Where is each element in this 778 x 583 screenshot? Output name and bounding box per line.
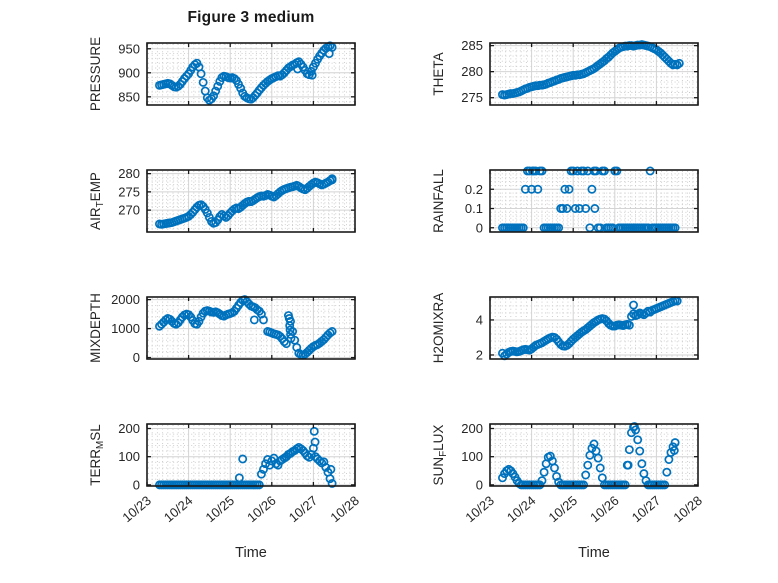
sun_flux-xtick-label: 10/24 [504, 493, 539, 525]
pressure-ytick-label: 850 [118, 89, 140, 104]
subplot-terr-msl [147, 424, 355, 486]
terr_msl-xtick-label: 10/26 [244, 493, 279, 525]
h2omixra-ytick-label: 4 [476, 312, 483, 327]
air_temp-ytick-label: 270 [118, 203, 140, 218]
subplot-pressure [147, 43, 355, 105]
pressure-ytick-label: 950 [118, 41, 140, 56]
sun_flux-ytick-label: 100 [461, 449, 483, 464]
terr_msl-ytick-label: 200 [118, 421, 140, 436]
terr_msl-ylabel: TERRMSL [88, 424, 106, 486]
subplot-air-temp [147, 170, 355, 232]
terr_msl-ytick-label: 100 [118, 449, 140, 464]
theta-ytick-label: 275 [461, 90, 483, 105]
rainfall-ytick-label: 0 [476, 220, 483, 235]
h2omixra-ylabel: H2OMIXRA [431, 293, 446, 364]
subplot-sun-flux [490, 424, 698, 486]
pressure-ylabel: PRESSURE [88, 37, 103, 111]
mixdepth-ytick-label: 2000 [111, 292, 140, 307]
theta-ytick-label: 285 [461, 38, 483, 53]
terr_msl-xtick-label: 10/24 [161, 493, 196, 525]
rainfall-ytick-label: 0.1 [465, 201, 483, 216]
x-axis-label-right: Time [578, 545, 610, 561]
terr_msl-xtick-label: 10/23 [119, 493, 154, 525]
mixdepth-ylabel: MIXDEPTH [88, 293, 103, 363]
sun_flux-ytick-label: 200 [461, 421, 483, 436]
air_temp-ytick-label: 275 [118, 184, 140, 199]
theta-ylabel: THETA [431, 52, 446, 95]
h2omixra-ytick-label: 2 [476, 347, 483, 362]
x-axis-label-left: Time [235, 545, 267, 561]
subplot-rainfall [490, 170, 698, 232]
terr_msl-xtick-label: 10/28 [327, 493, 362, 525]
air_temp-ytick-label: 280 [118, 166, 140, 181]
figure-title: Figure 3 medium [187, 9, 315, 26]
mixdepth-ytick-label: 0 [133, 350, 140, 365]
sun_flux-xtick-label: 10/23 [462, 493, 497, 525]
sun_flux-ylabel: SUNFLUX [431, 425, 449, 486]
sun_flux-xtick-label: 10/27 [629, 493, 664, 525]
terr_msl-xtick-label: 10/27 [286, 493, 321, 525]
subplot-h2omixra [490, 297, 698, 359]
air_temp-ylabel: AIRTEMP [88, 172, 106, 230]
rainfall-ytick-label: 0.2 [465, 182, 483, 197]
sun_flux-xtick-label: 10/25 [546, 493, 581, 525]
rainfall-ylabel: RAINFALL [431, 169, 446, 233]
sun_flux-xtick-label: 10/28 [670, 493, 705, 525]
sun_flux-ytick-label: 0 [476, 477, 483, 492]
terr_msl-ytick-label: 0 [133, 477, 140, 492]
sun_flux-xtick-label: 10/26 [587, 493, 622, 525]
mixdepth-ytick-label: 1000 [111, 321, 140, 336]
theta-ytick-label: 280 [461, 64, 483, 79]
subplot-theta [490, 43, 698, 105]
subplot-mixdepth [147, 297, 355, 359]
terr_msl-xtick-label: 10/25 [203, 493, 238, 525]
pressure-ytick-label: 900 [118, 65, 140, 80]
